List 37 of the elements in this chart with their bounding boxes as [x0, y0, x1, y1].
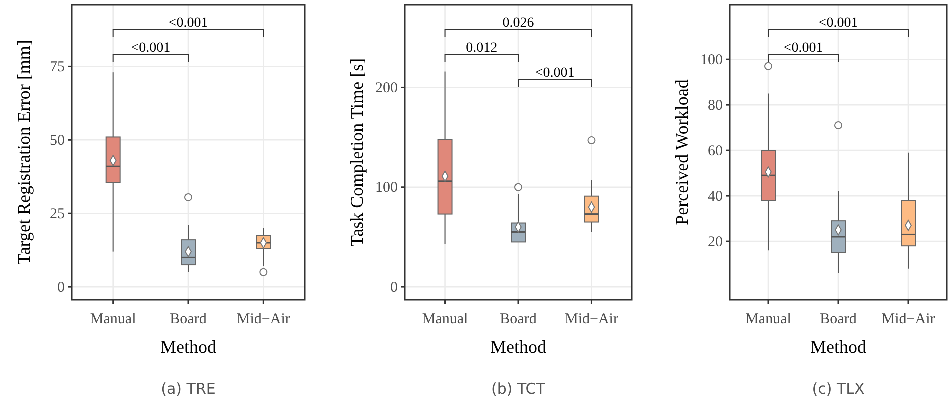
x-tick-label: Mid−Air — [882, 312, 936, 328]
annotation: <0.001 — [818, 16, 858, 31]
text: (b) TCT — [492, 380, 546, 398]
y-axis-title: Perceived Workload — [672, 80, 692, 226]
text: (a) TRE — [161, 380, 216, 398]
x-axis-title: Method — [160, 337, 216, 357]
y-tick-label: 200 — [376, 80, 398, 97]
text: (c) TLX — [812, 380, 865, 398]
annotation: <0.001 — [131, 41, 171, 56]
x-tick-label: Manual — [90, 312, 136, 328]
y-tick-label: 25 — [50, 206, 65, 222]
x-tick-label: Mid−Air — [236, 312, 290, 328]
x-tick-label: Board — [820, 312, 858, 328]
annotation: <0.001 — [784, 41, 824, 56]
y-tick-label: 0 — [58, 280, 65, 296]
x-tick-label: Manual — [746, 312, 792, 328]
y-tick-label: 40 — [708, 188, 723, 205]
x-axis-title: Method — [490, 337, 546, 357]
y-tick-label: 20 — [708, 234, 723, 250]
y-tick-label: 50 — [50, 132, 65, 149]
y-axis-title: Target Registration Error [mm] — [14, 40, 34, 265]
x-tick-label: Board — [170, 312, 208, 328]
annotation: 0.012 — [466, 41, 498, 56]
x-tick-label: Board — [500, 312, 538, 328]
y-tick-label: 60 — [708, 143, 723, 160]
y-tick-label: 100 — [376, 180, 398, 196]
y-tick-label: 100 — [700, 52, 723, 68]
annotation: <0.001 — [168, 16, 208, 31]
annotation: 0.026 — [502, 16, 534, 31]
annotation: <0.001 — [535, 66, 575, 81]
y-axis-title: Task Completion Time [s] — [347, 58, 367, 247]
y-tick-label: 0 — [390, 280, 398, 296]
y-tick-label: 75 — [50, 60, 65, 76]
y-tick-label: 80 — [708, 98, 723, 114]
x-axis-title: Method — [810, 337, 866, 357]
x-tick-label: Manual — [422, 312, 468, 328]
x-tick-label: Mid−Air — [564, 312, 618, 328]
